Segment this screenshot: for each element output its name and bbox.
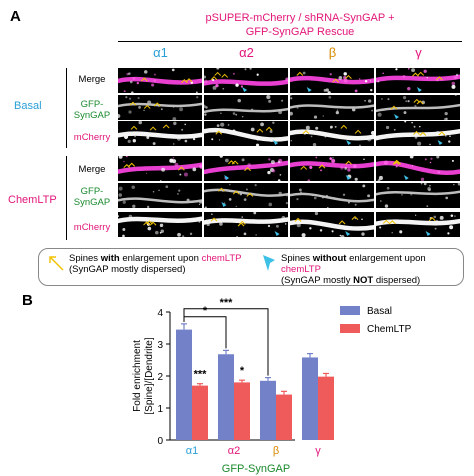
arrow-legend: Spines with enlargement upon chemLTP (Sy… (38, 248, 464, 286)
row-label-chemltp-mcherry: mCherry (73, 222, 111, 233)
legend-right-text: Spines without enlargement upon chemLTP … (281, 253, 463, 286)
row-label-chemltp-gfp: GFP- SynGAP (68, 186, 116, 208)
chemltp-bracket (66, 156, 67, 240)
legend-swatch-basal (340, 306, 360, 315)
y-tick-label: 2 (157, 372, 163, 383)
bar-basal-2 (260, 380, 276, 440)
bar-chemltp-0 (192, 385, 208, 440)
title-underline (118, 41, 462, 42)
isoform-label-a2: α2 (239, 45, 254, 60)
bar-basal-3 (302, 357, 318, 440)
x-tick-label-1: α2 (228, 445, 240, 457)
micrograph-tile (290, 212, 374, 237)
row-label-basal-gfp: GFP- SynGAP (68, 99, 116, 121)
significance-label: *** (194, 369, 208, 381)
row-label-chemltp-gfp-line1: GFP- (80, 186, 104, 197)
significance-label: * (203, 305, 208, 317)
yellow-arrow-icon (49, 256, 64, 271)
micrograph-tile (204, 95, 288, 120)
y-tick-label: 3 (157, 340, 163, 351)
isoform-label-a1: α1 (153, 45, 168, 60)
micrograph-tile (290, 68, 374, 93)
micrograph-tile (118, 95, 202, 120)
significance-label: *** (220, 297, 234, 309)
legend-right-line1: Spines without enlargement upon chemLTP (281, 253, 426, 275)
bar-chart: 0 1 2 3 4 Fold enrichment [Spine]/[Dendrite] α1… (132, 297, 412, 475)
significance-label: * (240, 365, 245, 377)
micrograph-tile (376, 95, 460, 120)
row-label-chemltp-merge: Merge (78, 164, 106, 175)
micrograph-tile (204, 121, 288, 146)
micrograph-tile (376, 68, 460, 93)
micrograph-tile (290, 121, 374, 146)
panel-a-title-line2: GFP-SynGAP Rescue (245, 26, 355, 38)
bar-basal-0 (176, 329, 192, 440)
legend-right-line2: (SynGAP mostly NOT dispersed) (281, 275, 421, 286)
panel-a-letter: A (10, 8, 21, 25)
legend-left-text: Spines with enlargement upon chemLTP (Sy… (69, 253, 259, 275)
y-tick-label: 4 (157, 308, 163, 319)
micrograph-tile (204, 212, 288, 237)
x-tick-label-2: β (273, 445, 279, 457)
cyan-arrowhead-icon (263, 255, 275, 271)
group-label-basal: Basal (14, 100, 42, 112)
bar-chemltp-2 (276, 394, 292, 440)
isoform-label-g: γ (415, 45, 422, 60)
panel-b-letter: B (22, 292, 33, 309)
bar-chemltp-3 (318, 376, 334, 440)
micrograph-tile (204, 156, 288, 181)
legend-left-line1: Spines with enlargement upon chemLTP (69, 253, 242, 264)
x-tick-label-3: γ (315, 445, 321, 457)
micrograph-tile (118, 156, 202, 181)
row-label-basal-mcherry: mCherry (73, 132, 111, 143)
micrograph-tile (204, 183, 288, 208)
row-label-basal-gfp-line1: GFP- (80, 99, 104, 110)
micrograph-tile (118, 68, 202, 93)
legend-swatch-chemltp (340, 324, 360, 333)
isoform-label-b: β (328, 45, 337, 60)
y-tick-label: 0 (157, 436, 163, 447)
panel-a-title-line1: pSUPER-mCherry / shRNA-SynGAP + (205, 12, 395, 24)
row-label-basal-gfp-line2: SynGAP (73, 110, 111, 121)
significance-bracket (183, 308, 269, 376)
micrograph-tile (290, 156, 374, 181)
micrograph-tile (376, 212, 460, 237)
legend-left-line2: (SynGAP mostly dispersed) (69, 264, 186, 275)
bar-basal-1 (218, 354, 234, 440)
micrograph-tile (118, 121, 202, 146)
bar-chemltp-1 (234, 382, 250, 440)
micrograph-tile (376, 183, 460, 208)
legend-label-chemltp: ChemLTP (367, 324, 412, 335)
row-label-basal-merge: Merge (78, 74, 106, 85)
group-label-chemltp: ChemLTP (8, 194, 57, 206)
micrograph-tile (290, 95, 374, 120)
micrograph-tile (376, 156, 460, 181)
y-axis-label-line1: Fold enrichment (132, 340, 143, 412)
micrograph-tile (118, 212, 202, 237)
y-axis-label-line2: [Spine]/[Dendrite] (144, 337, 155, 414)
x-axis-label: GFP-SynGAP (222, 463, 290, 475)
basal-bracket (66, 68, 67, 148)
y-tick-label: 1 (157, 404, 163, 415)
micrograph-tile (290, 183, 374, 208)
row-label-chemltp-gfp-line2: SynGAP (73, 197, 111, 208)
micrograph-tile (204, 68, 288, 93)
micrograph-tile (376, 121, 460, 146)
micrograph-tile (118, 183, 202, 208)
legend-label-basal: Basal (367, 306, 392, 317)
x-tick-label-0: α1 (186, 445, 198, 457)
